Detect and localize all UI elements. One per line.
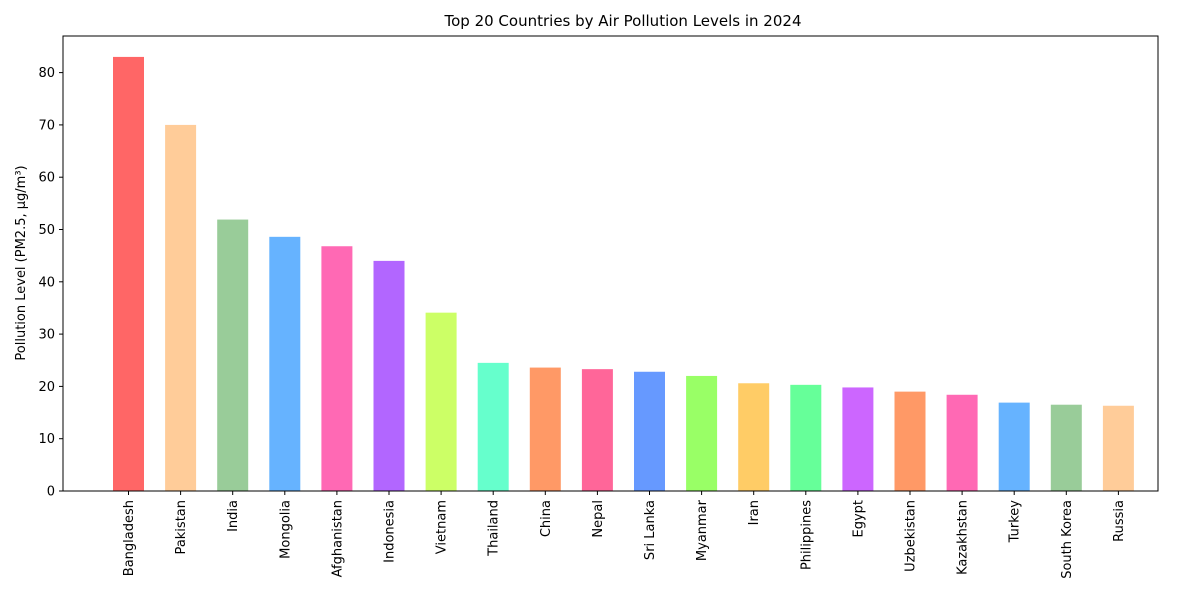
y-axis-ticks: 0 10 20 30 40 50 60 70 80 (38, 66, 63, 500)
bar-iran (738, 383, 770, 491)
y-tick-label: 10 (38, 432, 55, 447)
x-tick-label: Myanmar (695, 499, 710, 561)
x-tick-label: India (226, 500, 241, 532)
x-tick-label: Sri Lanka (643, 500, 658, 560)
x-tick-label: Thailand (487, 500, 502, 557)
y-tick-label: 30 (38, 328, 55, 343)
y-tick-label: 0 (47, 485, 55, 500)
x-tick-label: Mongolia (278, 500, 293, 559)
x-tick-label: Turkey (1008, 500, 1023, 544)
x-tick-label: Kazakhstan (956, 500, 971, 575)
bar-mongolia (269, 236, 301, 491)
chart-title: Top 20 Countries by Air Pollution Levels… (444, 12, 802, 30)
y-tick-label: 70 (38, 118, 55, 133)
bars-group (113, 56, 1134, 491)
y-tick-label: 50 (38, 223, 55, 238)
plot-frame (62, 35, 1159, 492)
bar-nepal (581, 369, 613, 491)
x-tick-label: Egypt (851, 500, 866, 538)
x-tick-label: South Korea (1060, 500, 1075, 579)
bar-pakistan (165, 124, 197, 491)
bar-uzbekistan (894, 391, 926, 491)
bar-philippines (790, 384, 822, 491)
x-tick-label: Indonesia (383, 500, 398, 563)
x-tick-label: Iran (747, 500, 762, 525)
x-tick-label: Uzbekistan (904, 500, 919, 572)
x-tick-label: Russia (1112, 500, 1127, 542)
bar-india (217, 219, 249, 491)
bar-south-korea (1050, 404, 1082, 491)
x-axis-ticks: Bangladesh Pakistan India Mongolia Afghanist… (122, 491, 1127, 579)
x-tick-label: Pakistan (174, 500, 189, 554)
x-tick-label: Bangladesh (122, 500, 137, 576)
y-tick-label: 20 (38, 380, 55, 395)
bar-egypt (842, 387, 874, 491)
bar-bangladesh (113, 56, 144, 491)
bar-sri-lanka (634, 371, 665, 491)
x-tick-label: Vietnam (435, 500, 450, 554)
bar-russia (1102, 405, 1134, 491)
x-tick-label: Nepal (591, 500, 606, 538)
bar-turkey (998, 402, 1030, 491)
bar-myanmar (686, 375, 718, 491)
bar-afghanistan (321, 246, 353, 491)
bar-thailand (477, 362, 509, 491)
bar-indonesia (373, 260, 405, 491)
bar-kazakhstan (946, 394, 978, 491)
bar-vietnam (425, 312, 457, 491)
y-axis-label: Pollution Level (PM2.5, µg/m³) (14, 165, 29, 360)
y-tick-label: 40 (38, 275, 55, 290)
x-tick-label: Philippines (799, 500, 814, 570)
x-tick-label: China (539, 500, 554, 537)
y-tick-label: 60 (38, 171, 55, 186)
x-tick-label: Afghanistan (330, 500, 345, 577)
y-tick-label: 80 (38, 66, 55, 81)
bar-china (529, 367, 561, 491)
